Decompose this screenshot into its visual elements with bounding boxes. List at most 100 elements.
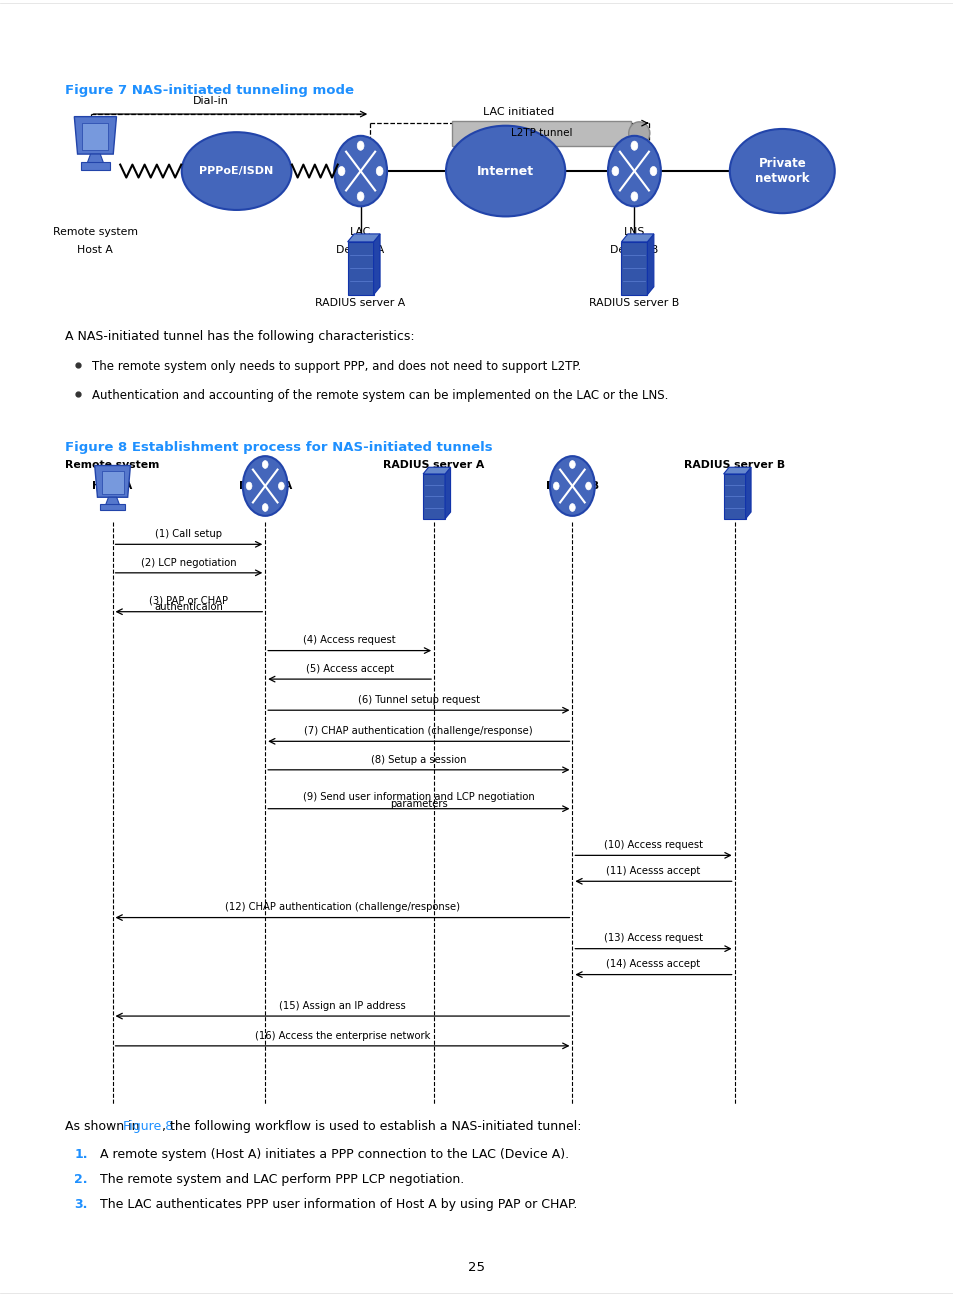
Text: (6) Tunnel setup request: (6) Tunnel setup request [357, 695, 479, 705]
Text: Internet: Internet [476, 165, 534, 178]
Text: (11) Acesss accept: (11) Acesss accept [606, 866, 700, 876]
Ellipse shape [181, 132, 291, 210]
Circle shape [356, 141, 364, 150]
Text: 25: 25 [468, 1261, 485, 1274]
Circle shape [262, 460, 268, 468]
Circle shape [630, 192, 638, 201]
Polygon shape [745, 468, 750, 518]
Text: Device A: Device A [238, 481, 292, 491]
Text: The LAC authenticates PPP user information of Host A by using PAP or CHAP.: The LAC authenticates PPP user informati… [100, 1198, 577, 1210]
Ellipse shape [445, 126, 564, 216]
Text: (13) Access request: (13) Access request [603, 933, 702, 943]
Text: (15) Assign an IP address: (15) Assign an IP address [279, 1001, 405, 1011]
Text: Remote system: Remote system [66, 460, 159, 470]
Text: , the following workflow is used to establish a NAS-initiated tunnel:: , the following workflow is used to esta… [162, 1120, 581, 1133]
FancyBboxPatch shape [82, 123, 109, 150]
Polygon shape [347, 233, 379, 242]
Text: The remote system and LAC perform PPP LCP negotiation.: The remote system and LAC perform PPP LC… [100, 1173, 464, 1186]
Polygon shape [94, 465, 131, 498]
Circle shape [630, 141, 638, 150]
Text: LNS: LNS [560, 460, 583, 470]
FancyBboxPatch shape [452, 121, 630, 146]
Ellipse shape [243, 456, 287, 516]
Circle shape [278, 482, 284, 490]
Circle shape [585, 482, 591, 490]
Text: (10) Access request: (10) Access request [603, 840, 702, 850]
FancyBboxPatch shape [101, 472, 124, 494]
Ellipse shape [607, 136, 660, 206]
Text: parameters: parameters [390, 798, 447, 809]
Text: The remote system only needs to support PPP, and does not need to support L2TP.: The remote system only needs to support … [91, 360, 580, 373]
Text: LAC initiated: LAC initiated [483, 106, 554, 117]
Text: As shown in: As shown in [65, 1120, 143, 1133]
Text: (2) LCP negotiation: (2) LCP negotiation [141, 557, 236, 568]
Circle shape [569, 460, 575, 468]
Text: LNS: LNS [623, 227, 644, 237]
Polygon shape [74, 117, 116, 154]
Polygon shape [106, 498, 119, 504]
Text: Figure 7 NAS-initiated tunneling mode: Figure 7 NAS-initiated tunneling mode [65, 83, 354, 97]
Text: A remote system (Host A) initiates a PPP connection to the LAC (Device A).: A remote system (Host A) initiates a PPP… [100, 1148, 569, 1161]
Text: Host A: Host A [92, 481, 132, 491]
Text: (5) Access accept: (5) Access accept [305, 664, 394, 674]
Text: RADIUS server B: RADIUS server B [683, 460, 784, 470]
Text: RADIUS server B: RADIUS server B [589, 298, 679, 308]
Polygon shape [647, 233, 653, 294]
Polygon shape [374, 233, 379, 294]
Text: 3.: 3. [74, 1198, 88, 1210]
Text: (9) Send user information and LCP negotiation: (9) Send user information and LCP negoti… [303, 792, 534, 802]
Circle shape [356, 192, 364, 201]
Polygon shape [422, 468, 450, 474]
Circle shape [569, 504, 575, 512]
Circle shape [553, 482, 558, 490]
Text: Host A: Host A [77, 245, 113, 255]
Ellipse shape [550, 456, 594, 516]
Ellipse shape [334, 136, 387, 206]
Circle shape [262, 504, 268, 512]
Text: (1) Call setup: (1) Call setup [155, 529, 222, 539]
Text: Remote system: Remote system [52, 227, 138, 237]
Text: Device B: Device B [610, 245, 658, 255]
Text: RADIUS server A: RADIUS server A [383, 460, 484, 470]
Ellipse shape [729, 130, 834, 214]
Circle shape [375, 166, 382, 176]
Text: RADIUS server A: RADIUS server A [315, 298, 405, 308]
FancyBboxPatch shape [100, 504, 125, 511]
Text: Figure 8 Establishment process for NAS-initiated tunnels: Figure 8 Establishment process for NAS-i… [65, 441, 492, 454]
Ellipse shape [628, 122, 649, 145]
Text: Figure 8: Figure 8 [123, 1120, 173, 1133]
Circle shape [246, 482, 252, 490]
Polygon shape [722, 468, 750, 474]
Circle shape [612, 166, 618, 176]
Text: (12) CHAP authentication (challenge/response): (12) CHAP authentication (challenge/resp… [225, 902, 459, 912]
Text: (7) CHAP authentication (challenge/response): (7) CHAP authentication (challenge/respo… [304, 726, 533, 736]
Text: L2TP tunnel: L2TP tunnel [510, 128, 572, 139]
Text: LAC: LAC [350, 227, 371, 237]
FancyBboxPatch shape [422, 474, 445, 518]
Text: 2.: 2. [74, 1173, 88, 1186]
Text: Authentication and accounting of the remote system can be implemented on the LAC: Authentication and accounting of the rem… [91, 389, 667, 402]
Text: (8) Setup a session: (8) Setup a session [371, 754, 466, 765]
Text: (3) PAP or CHAP: (3) PAP or CHAP [150, 595, 228, 605]
Text: A NAS-initiated tunnel has the following characteristics:: A NAS-initiated tunnel has the following… [65, 330, 414, 343]
Circle shape [338, 166, 345, 176]
Text: Device B: Device B [545, 481, 598, 491]
FancyBboxPatch shape [347, 242, 374, 294]
Polygon shape [87, 154, 104, 163]
Text: PPPoE/ISDN: PPPoE/ISDN [199, 166, 274, 176]
Text: Dial-in: Dial-in [193, 96, 229, 106]
Text: 1.: 1. [74, 1148, 88, 1161]
Text: (16) Access the enterprise network: (16) Access the enterprise network [254, 1030, 430, 1041]
Text: authenticaion: authenticaion [154, 601, 223, 612]
Text: (14) Acesss accept: (14) Acesss accept [606, 959, 700, 969]
Text: LAC: LAC [253, 460, 276, 470]
FancyBboxPatch shape [81, 162, 110, 170]
FancyBboxPatch shape [722, 474, 745, 518]
Text: Device A: Device A [336, 245, 384, 255]
Polygon shape [620, 233, 653, 242]
FancyBboxPatch shape [620, 242, 647, 294]
Text: Private
network: Private network [754, 157, 809, 185]
Circle shape [649, 166, 656, 176]
Text: (4) Access request: (4) Access request [303, 635, 395, 645]
Polygon shape [445, 468, 450, 518]
